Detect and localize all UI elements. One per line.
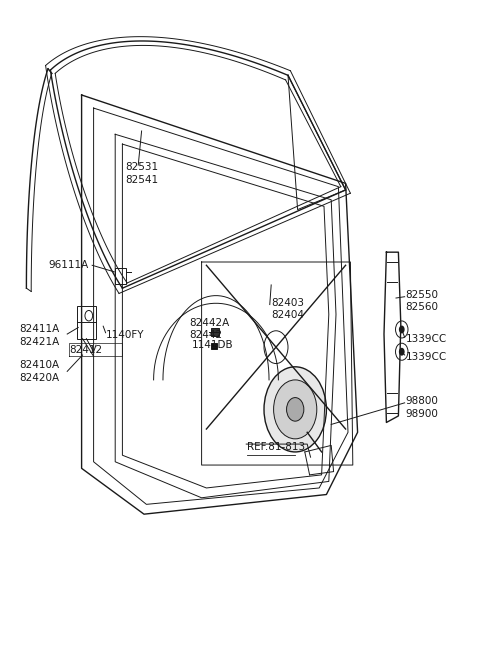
Bar — [211, 328, 219, 336]
Text: REF.81-813: REF.81-813 — [247, 441, 305, 452]
Circle shape — [396, 343, 408, 360]
Text: 1141DB: 1141DB — [192, 340, 234, 350]
Text: 82403
82404: 82403 82404 — [271, 298, 304, 320]
Text: 82531
82541: 82531 82541 — [125, 162, 158, 185]
Text: 1339CC: 1339CC — [406, 334, 447, 345]
Circle shape — [264, 367, 326, 452]
Circle shape — [287, 398, 304, 421]
Text: 1140FY: 1140FY — [106, 330, 144, 341]
Text: 82550
82560: 82550 82560 — [406, 290, 439, 312]
Text: 98800
98900: 98800 98900 — [406, 396, 438, 419]
Bar — [211, 343, 217, 349]
Text: 82442A
82442: 82442A 82442 — [190, 318, 230, 340]
Text: 82411A
82421A: 82411A 82421A — [19, 324, 60, 346]
Bar — [77, 306, 96, 339]
Circle shape — [396, 321, 408, 338]
Bar — [115, 268, 126, 284]
Circle shape — [274, 380, 317, 439]
Text: 82412: 82412 — [70, 345, 103, 356]
Circle shape — [399, 348, 405, 356]
Circle shape — [399, 326, 405, 333]
Circle shape — [264, 331, 288, 364]
Text: 96111A: 96111A — [48, 260, 89, 271]
Text: 1339CC: 1339CC — [406, 352, 447, 362]
Text: 82410A
82420A: 82410A 82420A — [19, 360, 60, 383]
